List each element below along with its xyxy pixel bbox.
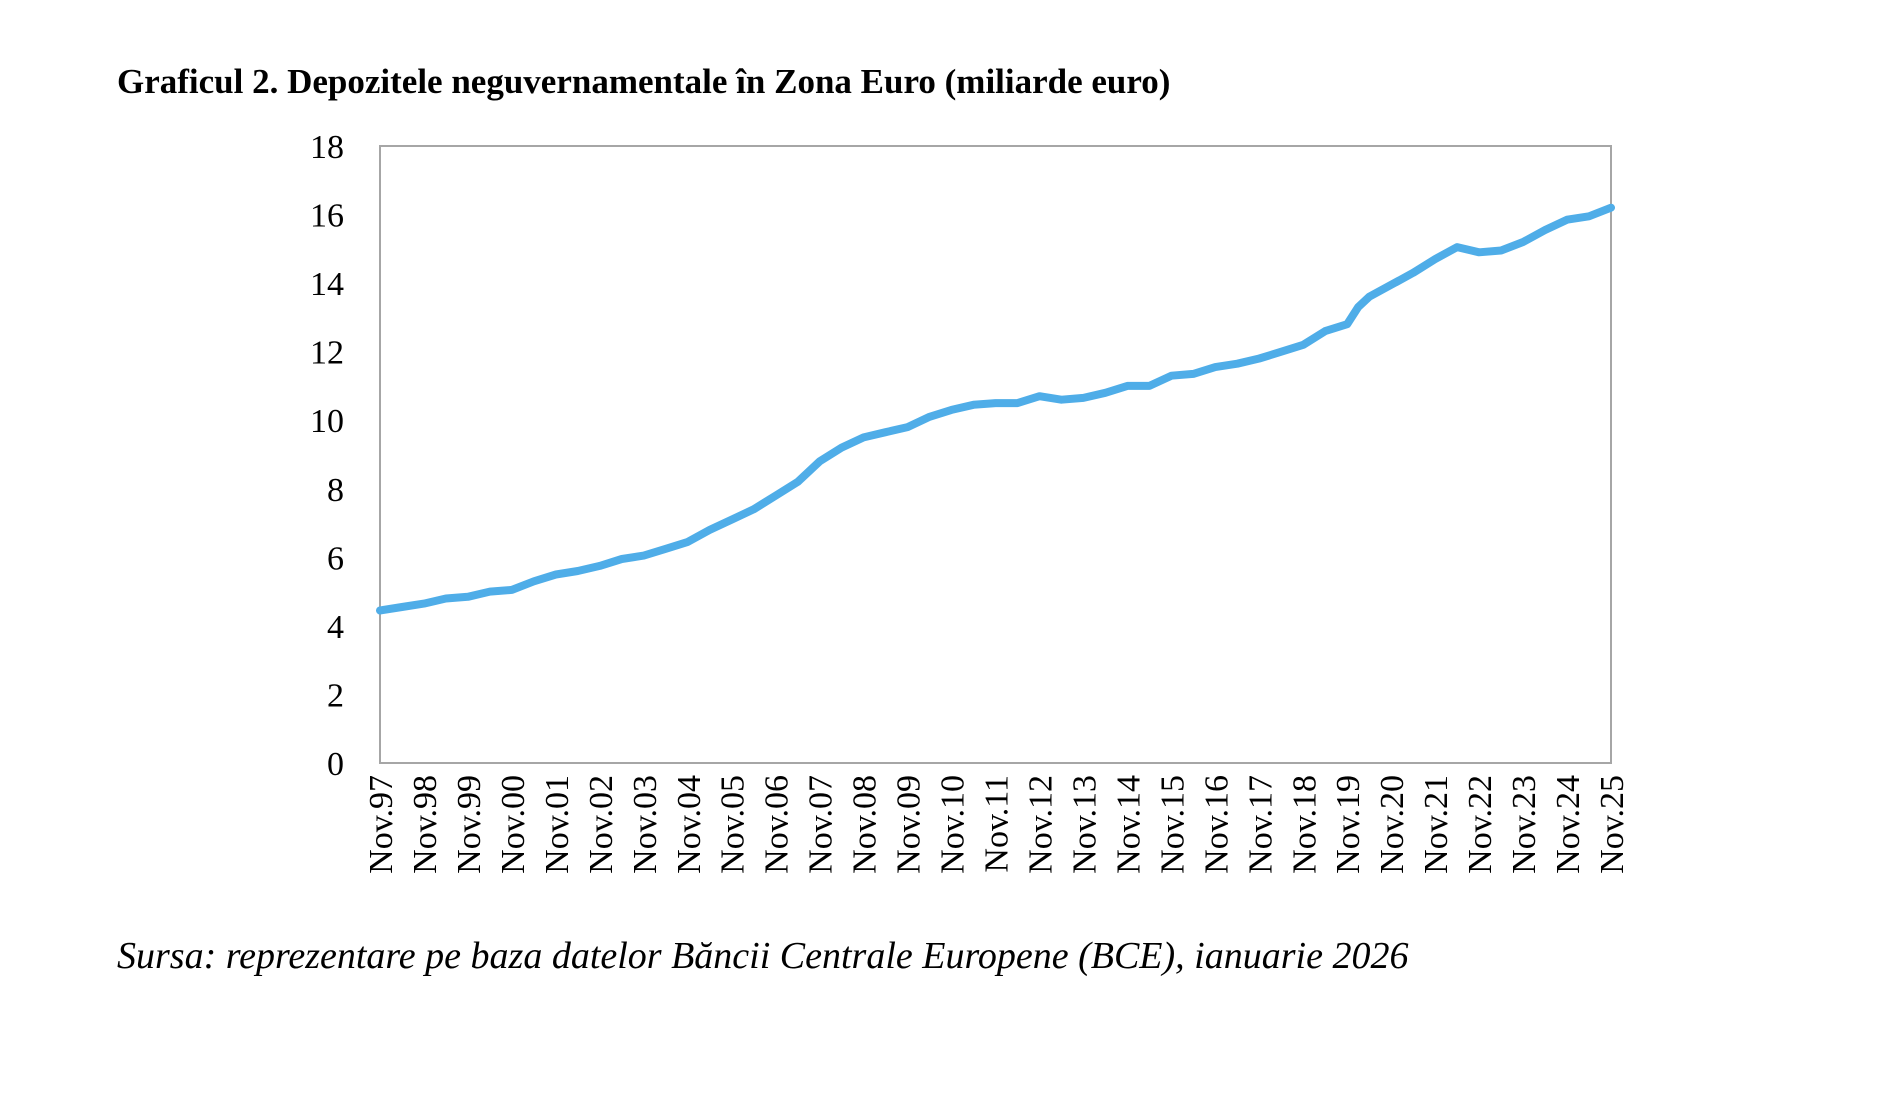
x-tick-label: Nov.97 [363,775,400,874]
x-tick-label: Nov.17 [1242,775,1279,874]
x-tick-label: Nov.13 [1066,775,1103,874]
x-tick-label: Nov.24 [1550,775,1587,874]
x-tick-label: Nov.15 [1154,775,1191,874]
x-tick-label: Nov.03 [627,775,664,874]
series-line [376,203,1615,615]
chart-title: Graficul 2. Depozitele neguvernamentale … [117,62,1171,101]
x-tick-label: Nov.06 [759,775,796,874]
plot-area [379,145,1612,764]
x-tick-label: Nov.05 [715,775,752,874]
x-tick-label: Nov.98 [407,775,444,874]
x-tick-label: Nov.21 [1418,775,1455,874]
chart-source: Sursa: reprezentare pe baza datelor Bănc… [117,935,1409,977]
x-tick-label: Nov.19 [1330,775,1367,874]
x-tick-label: Nov.25 [1594,775,1631,874]
x-tick-label: Nov.01 [539,775,576,874]
x-tick-label: Nov.07 [803,775,840,874]
x-tick-label: Nov.09 [891,775,928,874]
x-tick-label: Nov.99 [451,775,488,874]
x-tick-label: Nov.11 [979,775,1016,873]
x-tick-label: Nov.14 [1110,775,1147,874]
x-tick-label: Nov.16 [1198,775,1235,874]
y-tick-label: 4 [327,609,344,646]
y-tick-label: 8 [327,472,344,509]
y-tick-label: 12 [310,335,344,372]
x-tick-label: Nov.22 [1462,775,1499,874]
x-tick-label: Nov.10 [935,775,972,874]
x-tick-label: Nov.02 [583,775,620,874]
y-tick-label: 0 [327,746,344,783]
y-tick-label: 14 [310,266,344,303]
y-tick-label: 18 [310,129,344,166]
x-tick-label: Nov.08 [847,775,884,874]
x-tick-label: Nov.00 [495,775,532,874]
x-tick-label: Nov.20 [1374,775,1411,874]
x-tick-label: Nov.04 [671,775,708,874]
x-tick-label: Nov.18 [1286,775,1323,874]
x-tick-label: Nov.23 [1506,775,1543,874]
y-tick-label: 6 [327,540,344,577]
y-tick-label: 2 [327,677,344,714]
x-tick-label: Nov.12 [1022,775,1059,874]
y-tick-label: 16 [310,198,344,235]
y-tick-label: 10 [310,403,344,440]
